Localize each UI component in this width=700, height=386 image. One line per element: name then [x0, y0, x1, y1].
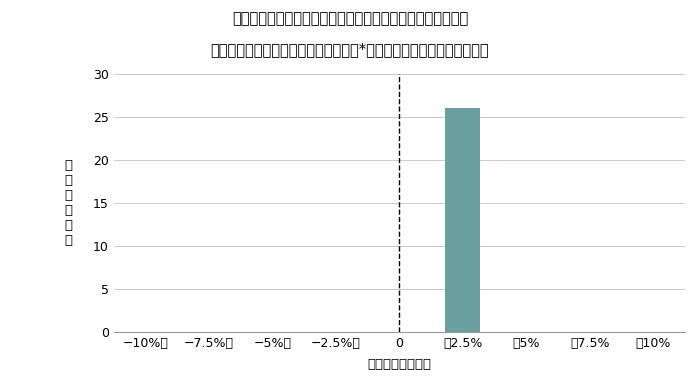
Text: 当社の取り扱った長期仕組頲金（長短金利差連動型頲金）の: 当社の取り扱った長期仕組頲金（長短金利差連動型頲金）の	[232, 12, 468, 27]
Y-axis label: 本
数
（
回
数
）: 本 数 （ 回 数 ）	[64, 159, 72, 247]
Bar	[445, 108, 480, 332]
Text: リスク・リターンの実績（新興国通貨*参照を除く、償還済、７銘柄）: リスク・リターンの実績（新興国通貨*参照を除く、償還済、７銘柄）	[211, 42, 489, 58]
X-axis label: トータルリターン: トータルリターン	[368, 358, 431, 371]
